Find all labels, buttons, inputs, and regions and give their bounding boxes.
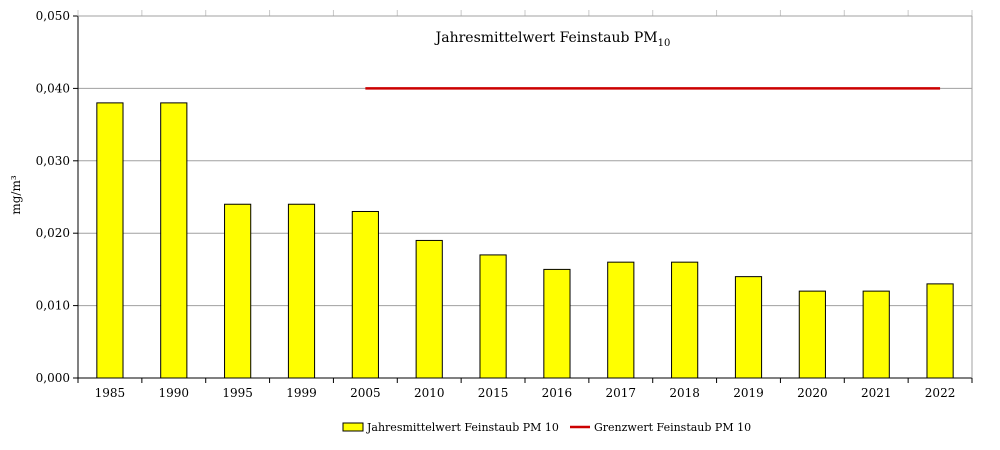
bar-2005 — [351, 210, 379, 379]
chart-title-subscript: 10 — [658, 38, 671, 49]
chart-title: Jahresmittelwert Feinstaub PM10 — [434, 30, 671, 49]
legend: Jahresmittelwert Feinstaub PM 10 Grenzwe… — [342, 421, 751, 434]
chart-title-main: Jahresmittelwert Feinstaub PM — [434, 30, 658, 46]
x-tick-label-1999: 1999 — [286, 386, 317, 400]
y-tick-label: 0,010 — [36, 299, 70, 313]
x-tick-label-1985: 1985 — [95, 386, 126, 400]
y-tick-labels: 0,000 0,010 0,020 0,030 0,040 0,050 — [36, 9, 70, 385]
x-tick-label-2010: 2010 — [414, 386, 445, 400]
legend-label-bar: Jahresmittelwert Feinstaub PM 10 — [366, 421, 559, 434]
bar-2022 — [926, 283, 954, 379]
x-tick-label-2018: 2018 — [669, 386, 700, 400]
axes — [73, 10, 973, 383]
bar-2015 — [479, 254, 507, 379]
y-tick-label: 0,030 — [36, 154, 70, 168]
legend-label-line: Grenzwert Feinstaub PM 10 — [594, 421, 751, 434]
x-tick-label-2022: 2022 — [925, 386, 956, 400]
x-tick-label-2020: 2020 — [797, 386, 828, 400]
x-tick-label-1990: 1990 — [159, 386, 190, 400]
bar-1995 — [224, 203, 252, 379]
bar-1985 — [96, 102, 124, 379]
bar-2021 — [862, 290, 890, 379]
y-tick-label: 0,000 — [36, 371, 70, 385]
y-axis-label: mg/m³ — [9, 175, 23, 214]
x-tick-label-2016: 2016 — [542, 386, 573, 400]
bar-2020 — [798, 290, 826, 379]
bar-2018 — [671, 261, 699, 379]
bar-1999 — [287, 203, 316, 379]
y-tick-label: 0,020 — [36, 226, 70, 240]
x-tick-label-2015: 2015 — [478, 386, 509, 400]
x-tick-labels: 1985 1990 1995 1999 2005 2010 2015 2016 2017 2018… — [95, 386, 956, 400]
x-tick-label-2005: 2005 — [350, 386, 381, 400]
y-tick-label: 0,040 — [36, 81, 70, 95]
bar-1990 — [160, 102, 188, 379]
y-tick-label: 0,050 — [36, 9, 70, 23]
legend-swatch-bar — [342, 422, 364, 432]
x-tick-label-2019: 2019 — [733, 386, 764, 400]
bar-series — [96, 102, 954, 379]
bar-2017 — [607, 261, 635, 379]
bar-2010 — [415, 239, 443, 379]
bar-2019 — [734, 276, 763, 379]
x-tick-label-2021: 2021 — [861, 386, 892, 400]
x-tick-label-2017: 2017 — [606, 386, 637, 400]
bar-2016 — [543, 268, 571, 379]
x-tick-label-1995: 1995 — [222, 386, 253, 400]
gridlines — [78, 15, 972, 307]
